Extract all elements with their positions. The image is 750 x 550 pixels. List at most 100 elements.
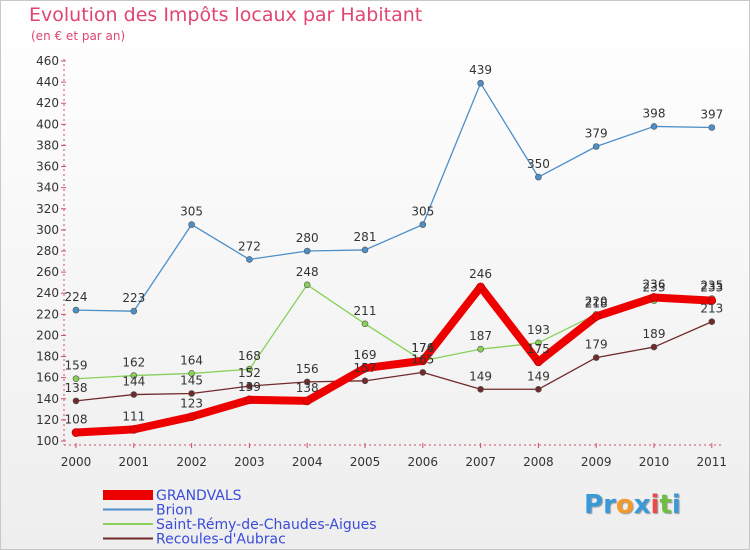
y-tick-label: 420 (36, 96, 59, 110)
y-tick-label: 220 (36, 307, 59, 321)
series-point-0 (360, 363, 370, 373)
series-point-1 (419, 221, 427, 228)
data-label: 108 (65, 413, 88, 427)
series-point-1 (477, 79, 484, 87)
series-point-2 (303, 281, 311, 289)
y-tick-label: 100 (36, 434, 59, 448)
chart-subtitle: (en € et par an) (31, 29, 126, 43)
y-tick-label: 120 (36, 413, 59, 427)
data-label: 179 (585, 338, 608, 352)
chart-title: Evolution des Impôts locaux par Habitant (29, 4, 423, 26)
data-label: 224 (65, 290, 88, 304)
x-tick-label: 2009 (581, 455, 612, 469)
data-label: 397 (700, 108, 723, 122)
series-point-3 (130, 391, 138, 398)
data-label: 123 (180, 397, 203, 411)
series-point-3 (477, 385, 484, 393)
series-point-0 (476, 282, 485, 292)
proxiti-logo: Proxiti (584, 490, 681, 520)
y-tick-label: 280 (36, 244, 59, 258)
y-tick-label: 240 (36, 286, 59, 300)
series-point-3 (246, 382, 253, 390)
series-point-1 (361, 246, 369, 254)
legend-label: Recoules-d'Aubrac (156, 532, 286, 548)
series-point-2 (535, 339, 542, 347)
series-point-1 (650, 123, 658, 130)
data-label: 111 (122, 409, 145, 423)
data-label: 149 (469, 369, 492, 383)
data-label: 281 (354, 230, 377, 244)
data-label: 218 (585, 296, 608, 310)
legend-label: Saint-Rémy-de-Chaudes-Aigues (156, 517, 377, 533)
data-label: 176 (411, 341, 434, 355)
series-point-2 (72, 375, 80, 383)
y-tick-label: 300 (36, 223, 59, 237)
y-tick-label: 340 (36, 181, 59, 195)
x-tick-label: 2005 (350, 455, 381, 469)
data-label: 157 (354, 361, 377, 375)
series-point-0 (302, 396, 312, 406)
series-point-3 (650, 343, 658, 351)
data-label: 211 (354, 304, 377, 318)
series-point-1 (708, 124, 716, 131)
y-tick-label: 160 (36, 371, 59, 385)
logo-letter: o (615, 490, 634, 520)
series-point-3 (188, 390, 195, 397)
data-label: 379 (585, 127, 608, 141)
data-label: 305 (180, 205, 203, 219)
logo-letter: x (633, 490, 651, 520)
data-label: 165 (411, 352, 434, 366)
data-label: 220 (585, 294, 608, 308)
data-label: 152 (238, 366, 261, 380)
series-point-0 (71, 428, 81, 437)
series-point-3 (303, 378, 311, 386)
series-point-2 (130, 372, 138, 379)
data-label: 398 (643, 106, 666, 120)
series-point-2 (361, 320, 369, 328)
y-tick-label: 380 (36, 138, 59, 152)
series-point-1 (535, 173, 542, 181)
series-point-0 (707, 296, 717, 305)
series-point-0 (649, 293, 659, 302)
data-label: 213 (700, 302, 723, 316)
series-line-0 (72, 282, 716, 437)
logo-letter: i (650, 490, 660, 520)
data-label: 138 (65, 381, 88, 395)
x-tick-label: 2003 (234, 455, 265, 469)
series-point-2 (246, 365, 253, 373)
data-label: 439 (469, 63, 492, 77)
y-tick-label: 320 (36, 202, 59, 216)
series-point-1 (130, 307, 138, 315)
x-tick-label: 2010 (639, 455, 670, 469)
legend-label: Brion (156, 503, 193, 519)
series-point-0 (187, 412, 196, 422)
data-label: 174 (411, 341, 434, 355)
series-point-0 (129, 425, 139, 434)
x-tick-label: 2001 (119, 455, 150, 469)
data-label: 138 (296, 381, 319, 395)
data-label: 236 (643, 277, 666, 291)
data-label: 350 (527, 157, 550, 171)
data-label: 144 (122, 375, 145, 389)
series-point-0 (591, 312, 601, 321)
x-tick-label: 2007 (465, 455, 496, 469)
series-point-3 (708, 318, 716, 326)
series-point-1 (72, 306, 80, 314)
data-label: 280 (296, 231, 319, 245)
data-label: 159 (65, 359, 88, 373)
series-point-3 (535, 385, 542, 393)
series-point-0 (418, 356, 428, 366)
x-tick-label: 2004 (292, 455, 323, 469)
data-label: 223 (122, 291, 145, 305)
y-tick-label: 460 (36, 54, 59, 68)
y-tick-label: 200 (36, 328, 59, 342)
y-tick-label: 440 (36, 75, 59, 89)
series-point-1 (592, 143, 600, 150)
data-label: 175 (527, 342, 550, 356)
x-tick-label: 2008 (523, 455, 554, 469)
data-label: 168 (238, 349, 261, 363)
data-label: 233 (700, 281, 723, 295)
series-point-3 (72, 397, 80, 405)
